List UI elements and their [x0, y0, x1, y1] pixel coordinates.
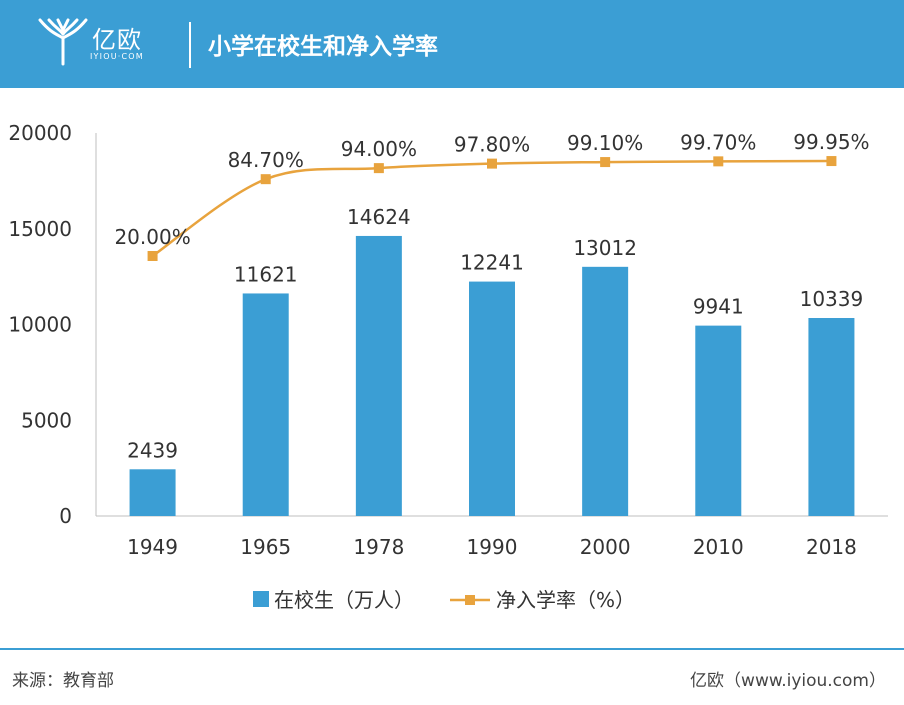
y-tick-label: 20000 [8, 121, 72, 145]
bar-value-label: 11621 [234, 262, 298, 286]
rate-value-label: 84.70% [228, 148, 304, 172]
bar-value-label: 9941 [693, 295, 744, 319]
bar-value-label: 13012 [573, 236, 637, 260]
header-divider [189, 22, 191, 68]
rate-value-label: 99.70% [680, 130, 756, 154]
logo-name: 亿欧 [92, 26, 142, 54]
x-tick-label: 2018 [806, 535, 857, 559]
legend-label-line: 净入学率（%） [496, 588, 635, 612]
x-tick-label: 1949 [127, 535, 178, 559]
source-note: 来源：教育部 [12, 671, 114, 691]
rate-point-2018 [826, 156, 837, 167]
x-tick-label: 1978 [353, 535, 404, 559]
bar-value-label: 14624 [347, 205, 411, 229]
rate-point-1990 [487, 158, 497, 169]
bar-2018 [808, 318, 855, 516]
bar-1978 [355, 235, 402, 517]
bar-value-label: 12241 [460, 251, 524, 275]
x-tick-label: 1965 [240, 535, 291, 559]
rate-point-1949 [147, 251, 158, 261]
footer-divider [0, 648, 904, 650]
bar-2010 [695, 325, 742, 516]
rate-value-label: 20.00% [114, 225, 190, 249]
rate-point-2010 [713, 156, 724, 167]
rate-value-label: 99.10% [567, 131, 643, 155]
header-bar: 亿欧 IYIOU·COM 小学在校生和净入学率 [0, 0, 904, 88]
y-tick-label: 10000 [8, 313, 72, 337]
logo-subtitle: IYIOU·COM [90, 52, 144, 61]
legend-label-bar: 在校生（万人） [274, 588, 414, 612]
bar-value-label: 2439 [127, 438, 178, 462]
y-tick-label: 0 [59, 504, 72, 528]
rate-line [151, 159, 832, 258]
rate-point-2000 [600, 157, 611, 168]
bar-2000 [582, 266, 629, 516]
rate-point-1978 [373, 163, 384, 174]
rate-value-label: 99.95% [793, 130, 869, 154]
y-tick-label: 5000 [21, 408, 72, 432]
bar-value-label: 10339 [800, 287, 864, 311]
bar-1990 [469, 281, 515, 516]
site-credit: 亿欧（www.iyiou.com） [690, 671, 886, 691]
x-tick-label: 1990 [467, 535, 518, 559]
page-title: 小学在校生和净入学率 [208, 34, 438, 60]
bar-1949 [129, 469, 176, 516]
rate-value-label: 97.80% [454, 133, 530, 157]
bar-1965 [242, 293, 289, 516]
iyiou-logo-icon [38, 18, 88, 66]
x-tick-label: 2000 [580, 535, 631, 559]
legend-swatch-bar [253, 591, 269, 607]
y-tick-label: 15000 [8, 217, 72, 241]
x-tick-label: 2010 [693, 535, 744, 559]
rate-point-1965 [260, 174, 271, 185]
legend-marker-line [465, 595, 475, 605]
rate-value-label: 94.00% [341, 137, 417, 161]
enrollment-chart: 0 5000 10000 15000 20000 2439 11621 14624 12241… [8, 121, 888, 612]
